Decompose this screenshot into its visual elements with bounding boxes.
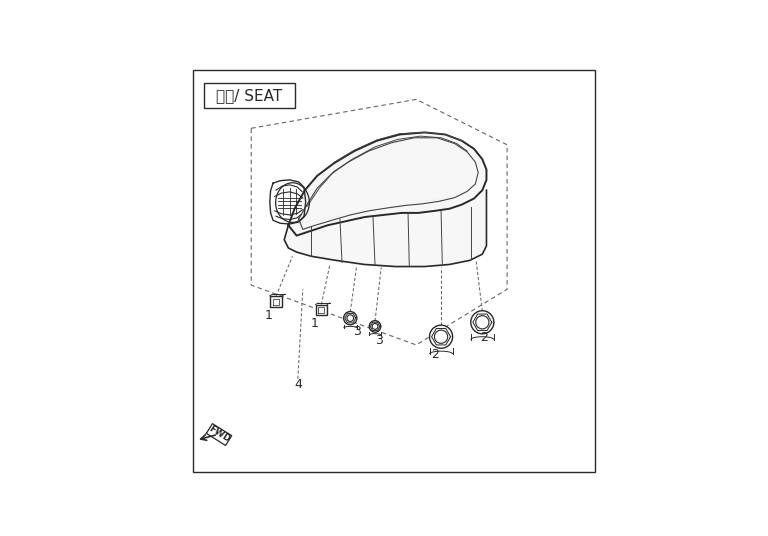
Circle shape: [372, 324, 378, 329]
Text: FWD: FWD: [207, 423, 231, 444]
Circle shape: [471, 311, 494, 334]
Text: 3: 3: [376, 334, 383, 347]
Circle shape: [429, 325, 452, 348]
Bar: [270, 296, 282, 308]
Text: 4: 4: [294, 378, 302, 391]
Text: 2: 2: [431, 347, 439, 361]
Text: 3: 3: [353, 325, 361, 338]
Text: 坐垫/ SEAT: 坐垫/ SEAT: [216, 88, 283, 103]
Circle shape: [435, 330, 448, 344]
Text: 1: 1: [310, 317, 318, 330]
Text: 1: 1: [265, 309, 273, 322]
Circle shape: [369, 321, 381, 332]
Bar: [316, 304, 327, 315]
Text: 2: 2: [480, 331, 488, 344]
Circle shape: [347, 315, 353, 322]
Bar: [204, 83, 295, 108]
Circle shape: [475, 316, 489, 329]
Circle shape: [343, 311, 357, 325]
Polygon shape: [284, 132, 486, 266]
